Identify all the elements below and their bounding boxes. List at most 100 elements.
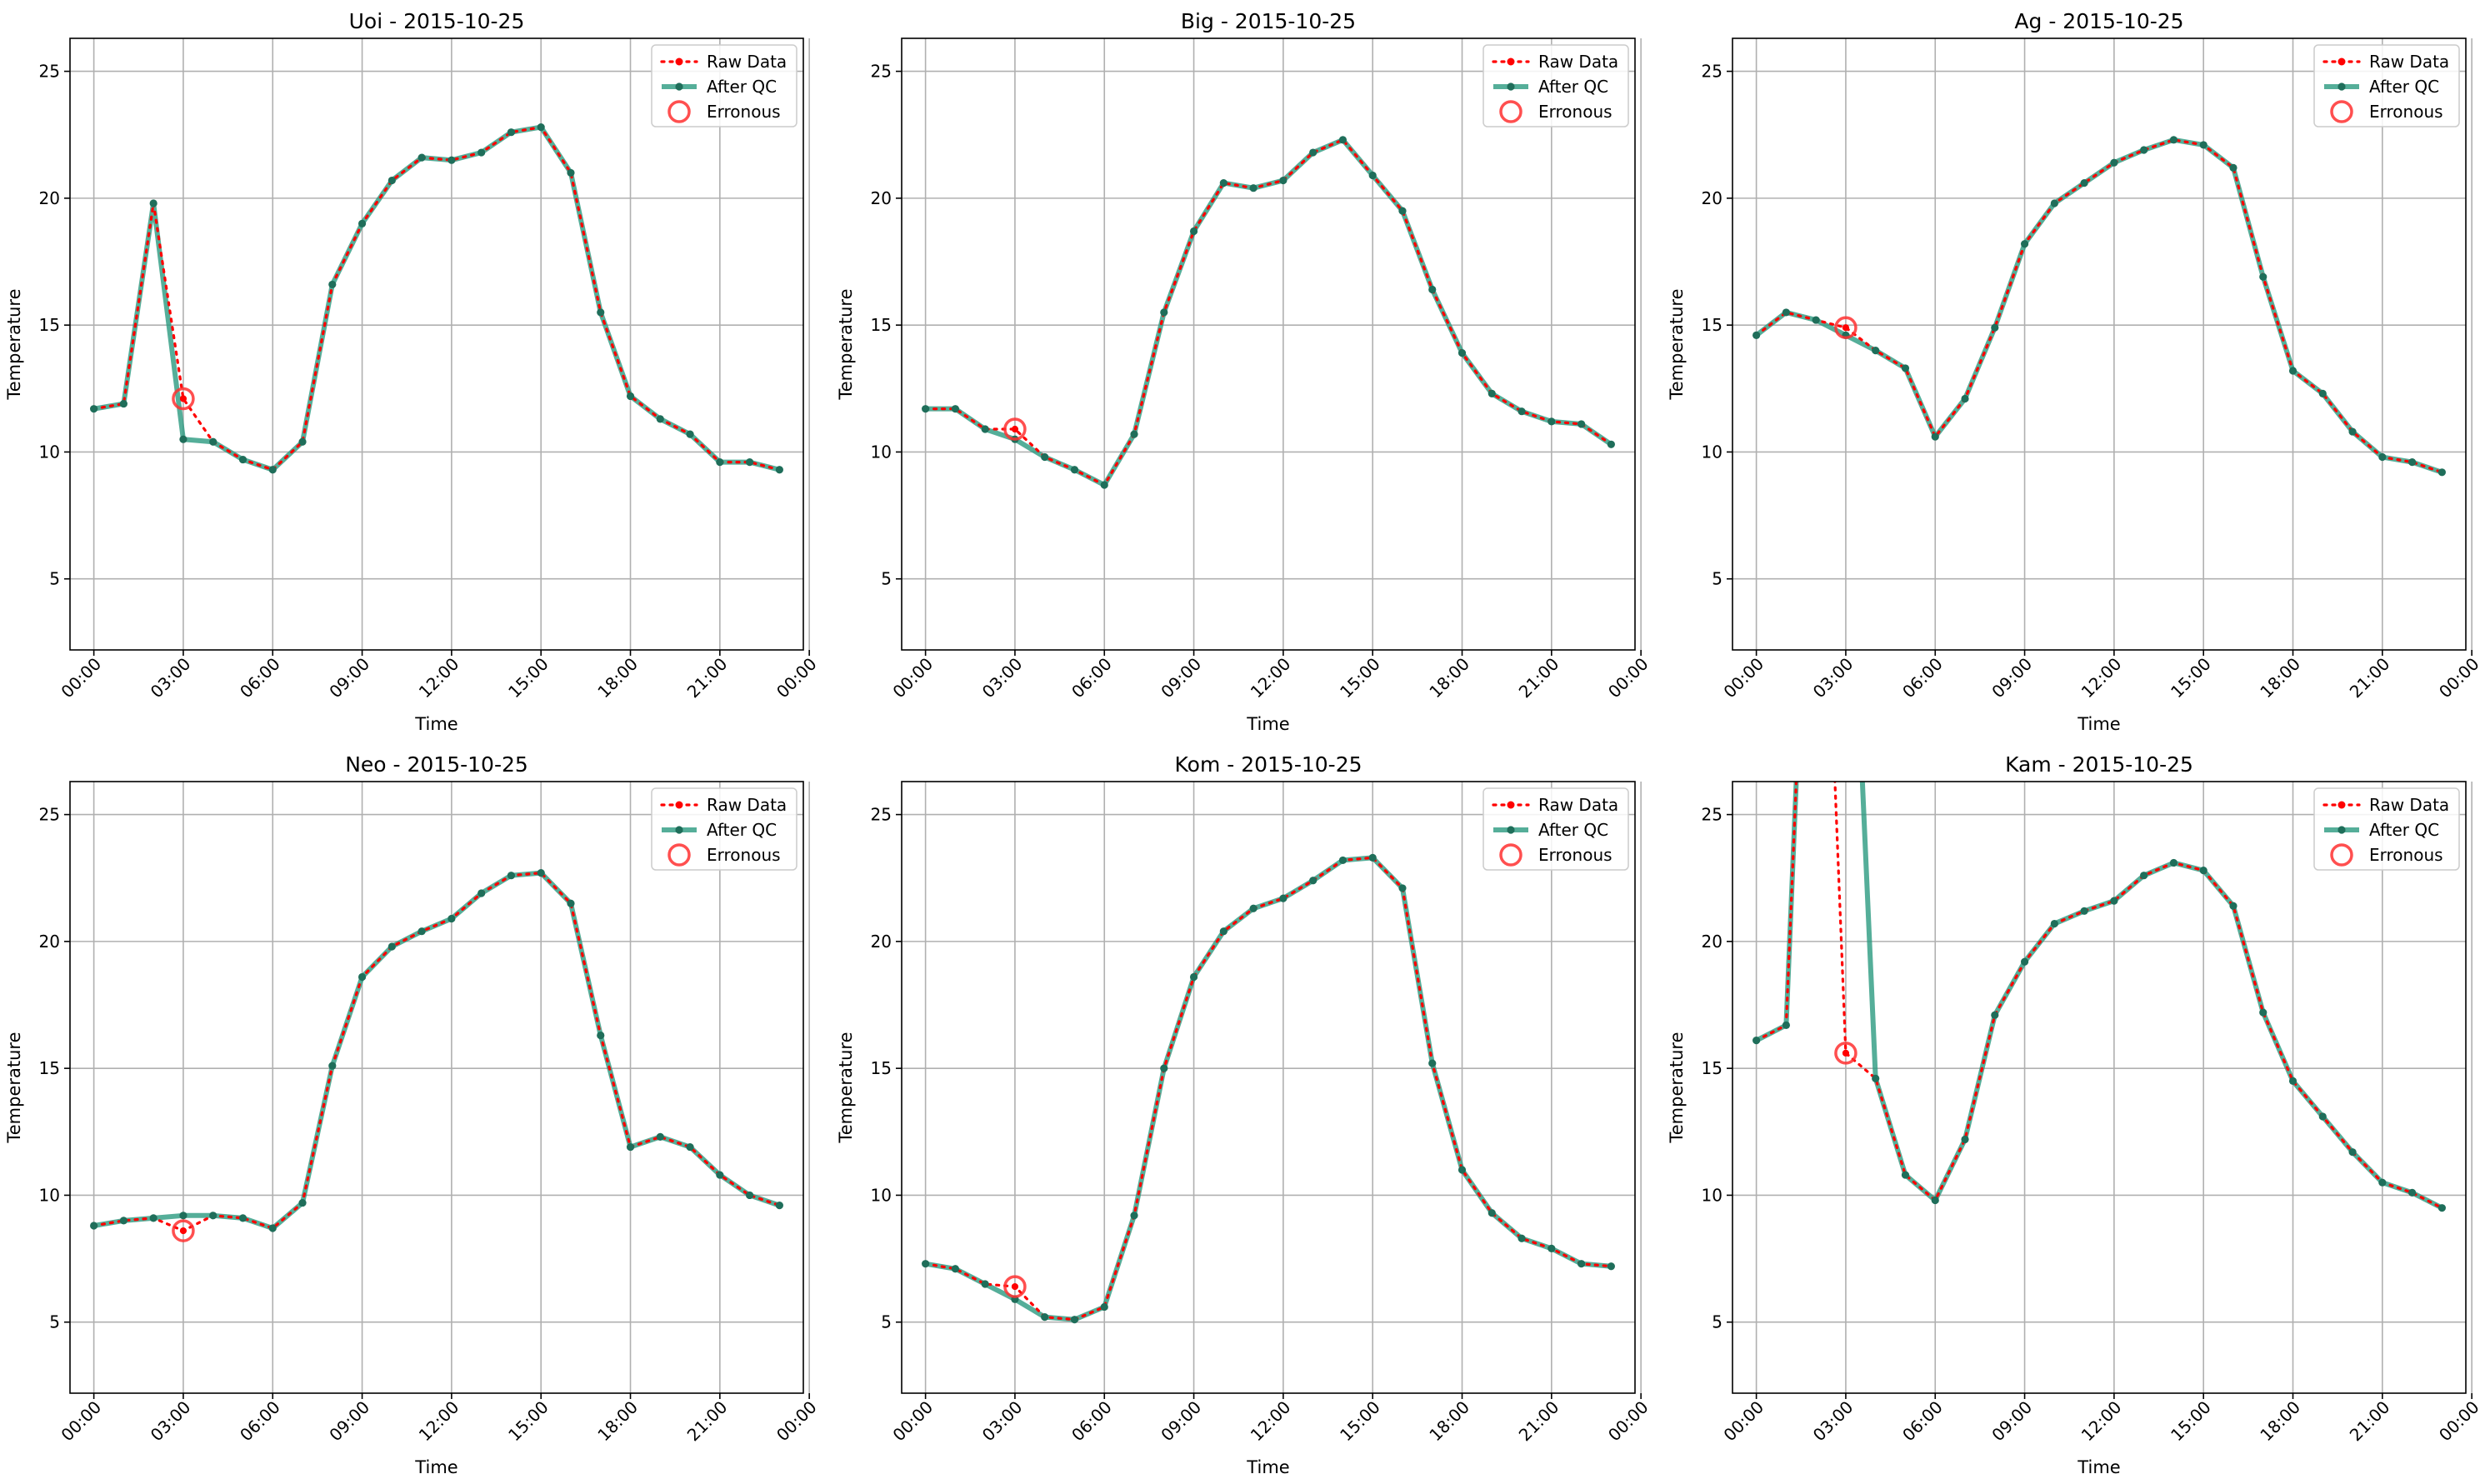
- after-qc-point: [981, 425, 989, 433]
- legend-qc-marker: [675, 826, 683, 834]
- y-axis-label: Temperature: [4, 1032, 24, 1143]
- after-qc-point: [1160, 308, 1168, 317]
- x-tick-label: 09:00: [325, 654, 373, 702]
- after-qc-point: [2318, 389, 2327, 397]
- after-qc-point: [1458, 1166, 1467, 1174]
- after-qc-point: [238, 455, 248, 464]
- after-qc-point: [686, 1142, 694, 1152]
- after-qc-point: [686, 430, 694, 438]
- after-qc-point: [1309, 877, 1318, 885]
- chart-title: Uoi - 2015-10-25: [349, 9, 525, 33]
- raw-data-line: [92, 125, 781, 472]
- legend: Raw Data After QC Erronous: [2313, 44, 2460, 127]
- chart-title: Big - 2015-10-25: [1181, 9, 1356, 33]
- legend-err-label: Erronous: [2369, 102, 2443, 122]
- plot-area: [90, 869, 783, 1242]
- after-qc-point: [1991, 1011, 1999, 1019]
- after-qc-point: [1189, 227, 1198, 236]
- legend-qc-label: After QC: [707, 820, 777, 840]
- x-tick-label: 15:00: [504, 654, 552, 702]
- x-tick-label: 18:00: [2256, 1397, 2304, 1446]
- after-qc-point: [746, 1191, 754, 1200]
- after-qc-point: [2438, 1204, 2446, 1212]
- x-tick-label: 09:00: [1988, 1397, 2036, 1446]
- x-tick-label: 03:00: [147, 1397, 195, 1446]
- after-qc-point: [1931, 1196, 1939, 1205]
- after-qc-point: [2288, 1077, 2298, 1085]
- axes-frame: [1732, 37, 2467, 651]
- x-tick-label: 09:00: [325, 1397, 373, 1446]
- after-qc-point: [1309, 148, 1318, 157]
- y-tick-label: 10: [871, 442, 892, 462]
- legend-qc-label: After QC: [707, 77, 777, 97]
- chart-title: Kom - 2015-10-25: [1175, 752, 1362, 777]
- after-qc-point: [1219, 179, 1228, 187]
- x-tick-label: 15:00: [1336, 1397, 1384, 1446]
- after-qc-point: [1338, 856, 1348, 865]
- after-qc-point: [1872, 1074, 1880, 1082]
- legend-raw-marker: [2338, 57, 2346, 66]
- after-qc-point: [418, 927, 426, 936]
- after-qc-point: [2169, 858, 2178, 867]
- legend-qc-label: After QC: [1538, 820, 1608, 840]
- after-qc-point: [567, 168, 575, 177]
- after-qc-point: [2259, 1008, 2268, 1017]
- legend-err-marker: [668, 100, 691, 123]
- erroneous-marker: [1834, 316, 1858, 339]
- y-tick-label: 5: [1712, 569, 1722, 589]
- after-qc-point: [1189, 972, 1198, 982]
- x-tick-label: 00:00: [888, 654, 937, 702]
- legend-err-marker: [1499, 843, 1522, 867]
- after-qc-point: [478, 148, 486, 157]
- y-tick-label: 25: [871, 62, 892, 82]
- after-qc-point: [209, 437, 218, 446]
- after-qc-point: [179, 1212, 188, 1220]
- x-tick-label: 21:00: [2346, 1397, 2394, 1446]
- legend-err-marker: [1499, 100, 1522, 123]
- x-tick-label: 12:00: [2078, 1397, 2126, 1446]
- after-qc-point: [1070, 466, 1079, 474]
- plot-area: [1752, 136, 2446, 477]
- x-tick-label: 00:00: [1604, 654, 1652, 702]
- x-axis-label: Time: [2077, 1457, 2120, 1477]
- legend-qc-marker: [1507, 82, 1515, 91]
- legend-raw-marker: [675, 57, 683, 66]
- plot-area: [922, 136, 1615, 489]
- legend-raw-label: Raw Data: [2369, 795, 2449, 815]
- legend-err-label: Erronous: [707, 845, 781, 865]
- legend-raw-label: Raw Data: [707, 795, 787, 815]
- legend-raw-marker: [1507, 801, 1515, 809]
- x-tick-label: 00:00: [57, 1397, 105, 1446]
- after-qc-point: [358, 972, 367, 982]
- x-tick-label: 12:00: [415, 1397, 463, 1446]
- after-qc-point: [328, 1062, 337, 1070]
- y-axis-label: Temperature: [836, 1032, 856, 1143]
- x-tick-label: 03:00: [978, 1397, 1027, 1446]
- after-qc-point: [1812, 316, 1820, 324]
- x-tick-label: 06:00: [1898, 654, 1947, 702]
- x-tick-label: 00:00: [1604, 1397, 1652, 1446]
- after-qc-point: [298, 1198, 307, 1207]
- after-qc-point: [448, 156, 456, 164]
- raw-data-line: [92, 871, 781, 1232]
- after-qc-point: [1901, 1171, 1910, 1179]
- after-qc-point: [90, 405, 98, 413]
- chart-title: Neo - 2015-10-25: [345, 752, 528, 777]
- after-qc-point: [2318, 1112, 2327, 1121]
- legend-qc-marker: [2338, 82, 2346, 91]
- y-tick-label: 20: [871, 188, 892, 208]
- after-qc-point: [1338, 136, 1348, 144]
- after-qc-point: [1488, 389, 1496, 397]
- after-qc-point: [119, 1217, 128, 1225]
- chart-panel-3: 5 10 15 20 25 00:00 03:00 06:00 09:00 12:00 15:00 1…: [1667, 9, 2483, 734]
- y-tick-label: 15: [1702, 1058, 1722, 1078]
- after-qc-point: [209, 1212, 218, 1220]
- after-qc-point: [1458, 349, 1467, 357]
- after-qc-point: [2348, 1148, 2357, 1157]
- after-qc-point: [2199, 866, 2208, 875]
- after-qc-point: [2110, 158, 2118, 167]
- x-tick-label: 18:00: [1425, 654, 1473, 702]
- after-qc-point: [746, 458, 754, 467]
- after-qc-point: [2408, 458, 2417, 467]
- x-tick-label: 15:00: [504, 1397, 552, 1446]
